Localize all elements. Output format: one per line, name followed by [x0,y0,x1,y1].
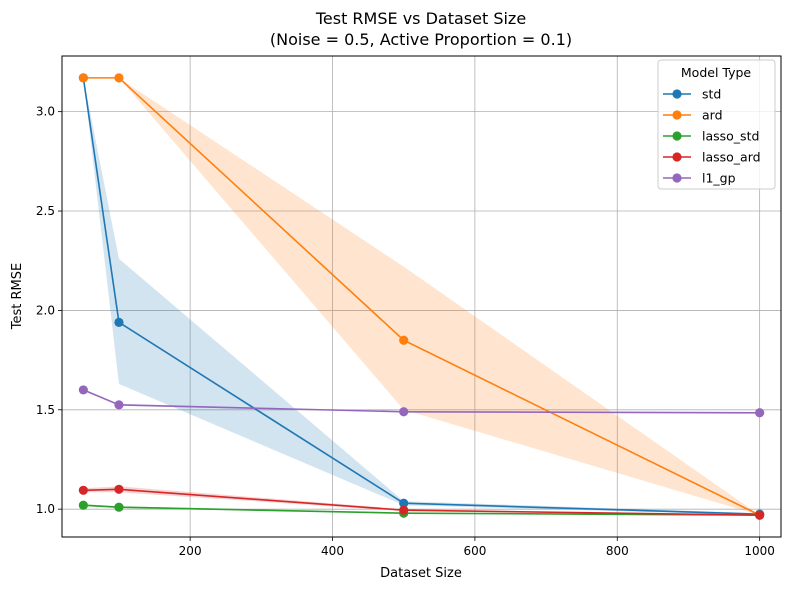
point-l1_gp [755,408,765,418]
line-std [82,77,760,515]
line-ard [83,77,760,516]
point-l1_gp [399,407,409,417]
legend-marker-std [672,89,682,99]
y-tick-label: 2.5 [36,204,55,218]
y-axis-ticks: 1.0 1.5 2.0 2.5 3.0 [36,105,62,516]
y-tick-label: 3.0 [36,105,55,119]
y-tick-label: 1.0 [36,502,55,516]
point-lasso_std [114,502,124,512]
x-tick-label: 1000 [744,544,775,558]
y-tick-label: 1.5 [36,403,55,417]
legend-label-lasso_ard: lasso_ard [702,150,761,165]
point-std [399,498,409,508]
legend-title: Model Type [681,65,752,80]
legend-label-std: std [702,87,721,102]
point-std [114,317,124,327]
chart-title: Test RMSE vs Dataset Size [315,9,526,28]
series-points [78,73,765,520]
x-tick-label: 800 [606,544,629,558]
legend-marker-lasso_std [672,131,682,141]
legend-label-l1_gp: l1_gp [702,171,736,186]
band-ard [83,77,760,516]
y-axis-label: Test RMSE [10,263,25,330]
x-axis-ticks: 200 400 600 800 1000 [179,537,775,558]
point-lasso_ard [399,505,409,515]
x-tick-label: 600 [463,544,486,558]
legend-items: std ard lasso_std lasso_ard l1_gp [663,87,761,186]
series-lines [82,77,760,516]
point-lasso_ard [755,510,765,520]
x-tick-label: 400 [321,544,344,558]
line-l1_gp [83,389,760,414]
band-std [83,77,760,516]
y-tick-label: 2.0 [36,303,55,317]
legend-marker-lasso_ard [672,152,682,162]
plot-frame [61,55,782,538]
point-ard [114,73,124,83]
legend-label-ard: ard [702,108,723,123]
point-l1_gp [114,400,124,410]
legend-marker-l1_gp [672,173,682,183]
line-lasso_std [83,504,760,516]
x-tick-label: 200 [179,544,202,558]
point-lasso_ard [114,484,124,494]
x-axis-label: Dataset Size [380,566,462,581]
point-lasso_ard [78,485,88,495]
legend-label-lasso_std: lasso_std [702,129,759,144]
legend: Model Type std ard lasso_std lasso_ard l1_gp [657,59,776,190]
point-ard [78,73,88,83]
chart-subtitle: (Noise = 0.5, Active Proportion = 0.1) [270,30,572,49]
line-lasso_ard [83,488,760,516]
point-ard [399,335,409,345]
point-lasso_std [78,500,88,510]
legend-marker-ard [672,110,682,120]
point-l1_gp [78,385,88,395]
